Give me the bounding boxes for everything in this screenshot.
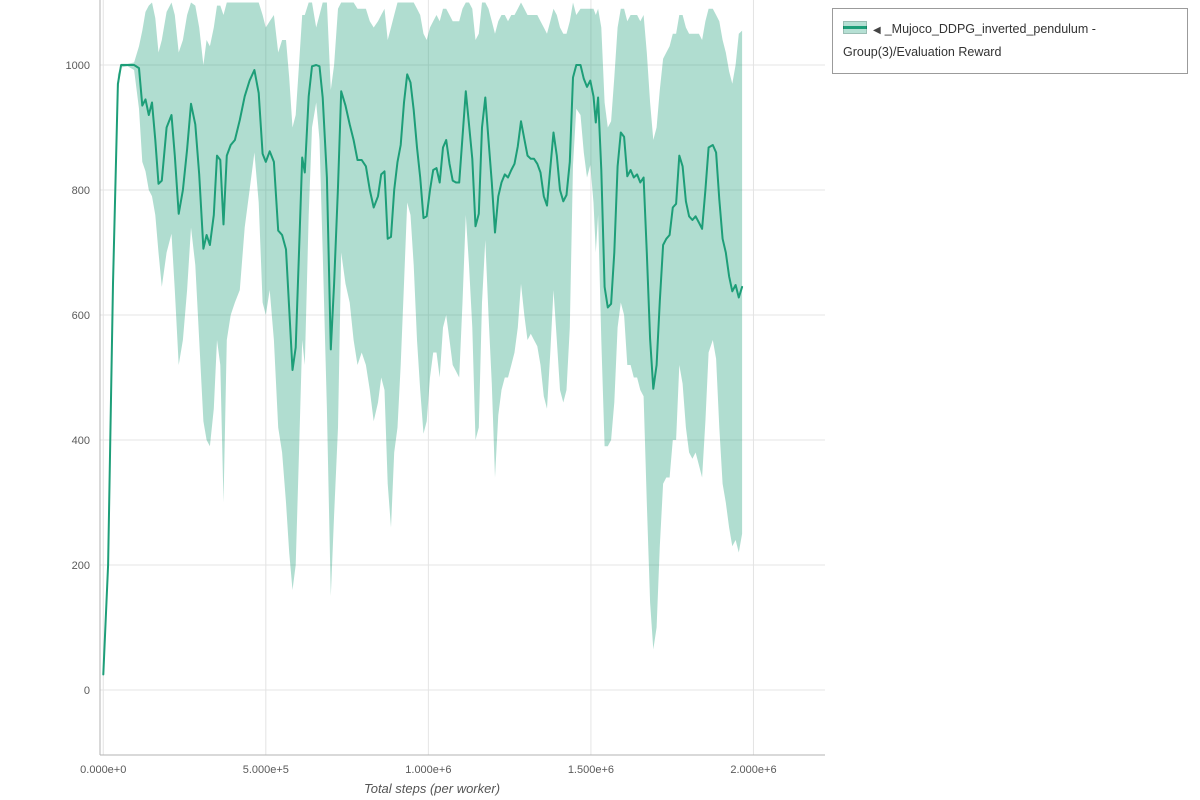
legend-label: _Mujoco_DDPG_inverted_pendulum - Group(3… [843,22,1096,60]
legend-item[interactable]: ◀ _Mujoco_DDPG_inverted_pendulum - Group(… [843,21,1096,60]
svg-text:2.000e+6: 2.000e+6 [730,764,776,776]
collapse-triangle-icon[interactable]: ◀ [873,25,881,36]
svg-text:800: 800 [72,185,90,197]
mean-reward-line [102,64,744,676]
gridlines [100,0,825,755]
svg-text:0.000e+0: 0.000e+0 [80,764,126,776]
legend: ◀ _Mujoco_DDPG_inverted_pendulum - Group(… [832,8,1188,75]
y-tick-labels: 0 200 400 600 800 1000 [66,60,90,697]
series-swatch-icon [843,21,867,34]
confidence-band [103,2,743,678]
svg-text:1.500e+6: 1.500e+6 [568,764,614,776]
svg-text:200: 200 [72,560,90,572]
svg-text:5.000e+5: 5.000e+5 [243,764,289,776]
svg-text:1.000e+6: 1.000e+6 [405,764,451,776]
svg-text:1000: 1000 [66,60,90,72]
svg-text:600: 600 [72,310,90,322]
x-tick-labels: 0.000e+0 5.000e+5 1.000e+6 1.500e+6 2.000e+6 [80,764,776,776]
svg-text:0: 0 [84,685,90,697]
svg-text:400: 400 [72,435,90,447]
axes [99,0,825,756]
x-axis-title: Total steps (per worker) [363,781,501,796]
